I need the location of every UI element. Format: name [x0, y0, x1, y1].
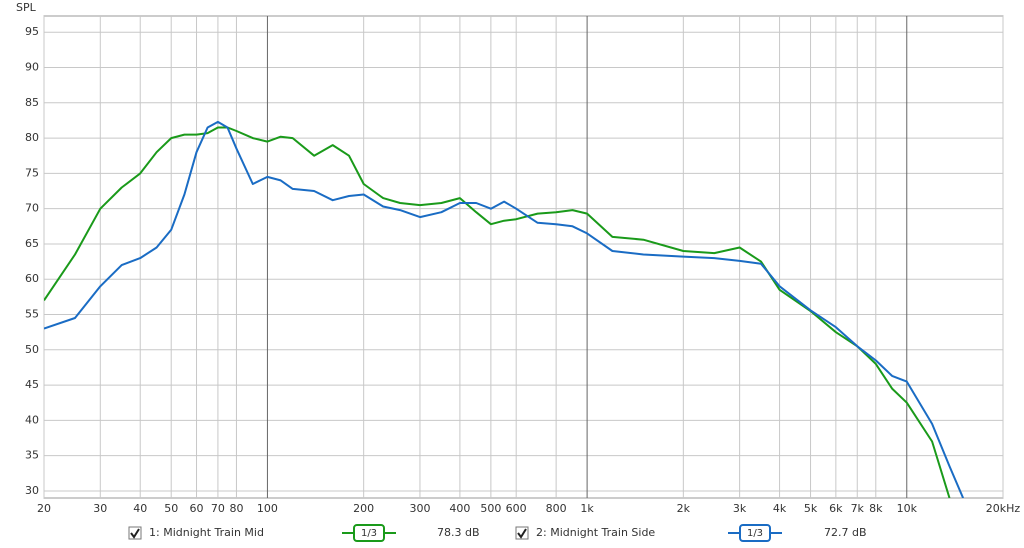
y-axis-label: SPL — [16, 1, 37, 14]
y-tick-label: 60 — [25, 272, 39, 285]
x-tick-label: 10k — [897, 502, 918, 515]
x-tick-label: 300 — [409, 502, 430, 515]
x-tick-label: 200 — [353, 502, 374, 515]
x-tick-label: 500 — [480, 502, 501, 515]
level-label: 72.7 dB — [824, 526, 867, 539]
smoothing-box[interactable] — [739, 524, 771, 542]
smoothing-label: 1/3 — [361, 528, 377, 539]
y-tick-label: 65 — [25, 237, 39, 250]
x-tick-label: 3k — [733, 502, 747, 515]
x-tick-label: 800 — [546, 502, 567, 515]
plot-area — [43, 15, 1004, 499]
y-tick-label: 85 — [25, 96, 39, 109]
smoothing-label: 1/3 — [747, 528, 763, 539]
x-tick-label: 20kHz — [986, 502, 1021, 515]
x-tick-label: 1k — [580, 502, 594, 515]
y-tick-label: 45 — [25, 378, 39, 391]
y-tick-label: 55 — [25, 308, 39, 321]
x-tick-label: 7k — [851, 502, 865, 515]
legend-item[interactable]: 1: Midnight Train Mid 1/3 78.3 dB — [128, 524, 480, 542]
series-line — [44, 126, 951, 498]
x-tick-label: 60 — [190, 502, 204, 515]
x-tick-label: 6k — [829, 502, 843, 515]
checkmark — [517, 528, 527, 539]
series-line — [44, 120, 965, 498]
x-tick-label: 70 — [211, 502, 225, 515]
y-tick-label: 70 — [25, 202, 39, 215]
x-tick-label: 80 — [229, 502, 243, 515]
legend-label: 2: Midnight Train Side — [536, 526, 655, 539]
x-tick-label: 20 — [37, 502, 51, 515]
x-tick-label: 400 — [449, 502, 470, 515]
x-tick-label: 5k — [804, 502, 818, 515]
x-tick-label: 100 — [257, 502, 278, 515]
y-tick-label: 95 — [25, 25, 39, 38]
smoothing-box[interactable] — [353, 524, 385, 542]
x-tick-label: 50 — [164, 502, 178, 515]
legend-label: 1: Midnight Train Mid — [149, 526, 264, 539]
x-tick-label: 40 — [133, 502, 147, 515]
y-tick-label: 35 — [25, 449, 39, 462]
x-tick-label: 2k — [677, 502, 691, 515]
y-tick-label: 30 — [25, 484, 39, 497]
y-tick-label: 90 — [25, 61, 39, 74]
checkmark — [130, 528, 140, 539]
y-tick-label: 75 — [25, 166, 39, 179]
y-tick-label: 80 — [25, 131, 39, 144]
y-tick-label: 50 — [25, 343, 39, 356]
y-tick-label: 40 — [25, 413, 39, 426]
x-tick-label: 600 — [506, 502, 527, 515]
x-tick-label: 30 — [93, 502, 107, 515]
legend-item[interactable]: 2: Midnight Train Side 1/3 72.7 dB — [515, 524, 867, 542]
x-tick-label: 4k — [773, 502, 787, 515]
x-tick-label: 8k — [869, 502, 883, 515]
level-label: 78.3 dB — [437, 526, 480, 539]
